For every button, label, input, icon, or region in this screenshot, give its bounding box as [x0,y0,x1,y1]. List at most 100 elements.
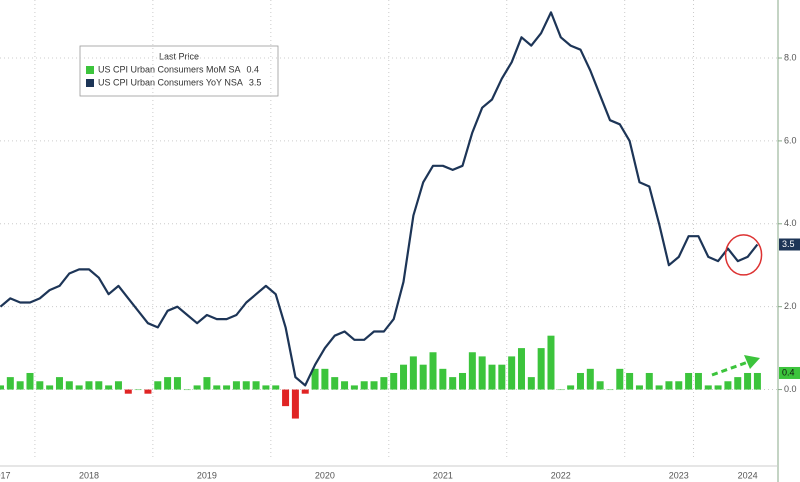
bar [655,385,663,390]
legend-label: US CPI Urban Consumers MoM SA [98,64,241,74]
last-value-tag [779,366,800,379]
bar [183,389,191,391]
bar [85,381,93,390]
bar [360,381,368,390]
bar [0,385,4,390]
bar [714,385,722,390]
bar [409,356,417,390]
bar [232,381,240,390]
bar [704,385,712,390]
bar [114,381,122,390]
bar [252,381,260,390]
bar [429,352,437,390]
bar [635,385,643,390]
bar [282,389,290,407]
bar [724,381,732,390]
bar [203,377,211,390]
bar [665,381,673,390]
legend-box [79,45,279,97]
bar [390,372,398,390]
bar [508,356,516,390]
bar [586,368,594,390]
bar [753,372,761,390]
legend-value: 3.5 [249,77,262,87]
bar [616,368,624,390]
bar [164,377,172,390]
bar [301,389,309,394]
bar [380,377,388,390]
bar [124,389,132,394]
last-value-label: 3.5 [782,239,795,249]
x-tick-label: 2020 [315,470,335,480]
bar [734,377,742,390]
bar [16,381,24,390]
bar [468,352,476,390]
bar [311,368,319,390]
legend-swatch [86,79,94,87]
bar [478,356,486,390]
bar [75,385,83,390]
bar [213,385,221,390]
bar [173,377,181,390]
bar [537,348,545,390]
bar [223,385,231,390]
bar [134,389,142,391]
bar [606,389,614,391]
bar [46,385,54,390]
bar [65,381,73,390]
legend: Last Price US CPI Urban Consumers MoM SA… [79,45,279,97]
x-tick-label: 2021 [433,470,453,480]
bar [272,385,280,390]
x-tick-label: 2018 [79,470,99,480]
bar [350,385,358,390]
bar [645,372,653,390]
trend-arrow-head [744,355,760,369]
y-tick-label: 0.0 [784,384,797,394]
x-tick-label: 2024 [738,470,758,480]
legend-label: US CPI Urban Consumers YoY NSA [98,77,243,87]
bar [557,389,565,391]
x-tick-label: 2022 [551,470,571,480]
bar [154,381,162,390]
legend-title: Last Price [159,51,199,61]
line [0,11,759,387]
bar [685,372,693,390]
bar [144,389,152,394]
y-tick-label: 4.0 [784,218,797,228]
bar [291,389,299,419]
bar [675,381,683,390]
y-tick-label: 6.0 [784,135,797,145]
bar [331,377,339,390]
last-value-tag [779,238,800,251]
bar [567,385,575,390]
bar [193,385,201,390]
bar [498,364,506,390]
bar [744,372,752,390]
x-tick-label: 2019 [197,470,217,480]
bar [95,381,103,390]
x-tick-label: 2017 [0,470,11,480]
x-tick-label: 2023 [669,470,689,480]
bar [242,381,250,390]
bar [55,377,63,390]
bar [449,377,457,390]
bar [26,372,34,390]
bar [341,381,349,390]
last-value-label: 0.4 [782,367,795,377]
legend-swatch [86,66,94,74]
bar [400,364,408,390]
legend-value: 0.4 [247,64,260,74]
y-tick-label: 2.0 [784,301,797,311]
bar [517,348,525,390]
bar [439,368,447,390]
bar [488,364,496,390]
trend-arrow [711,360,749,377]
bar [419,364,427,390]
bar [36,381,44,390]
bar [370,381,378,390]
bar [459,372,467,390]
bar [6,377,14,390]
bar [576,372,584,390]
y-tick-label: 8.0 [784,52,797,62]
